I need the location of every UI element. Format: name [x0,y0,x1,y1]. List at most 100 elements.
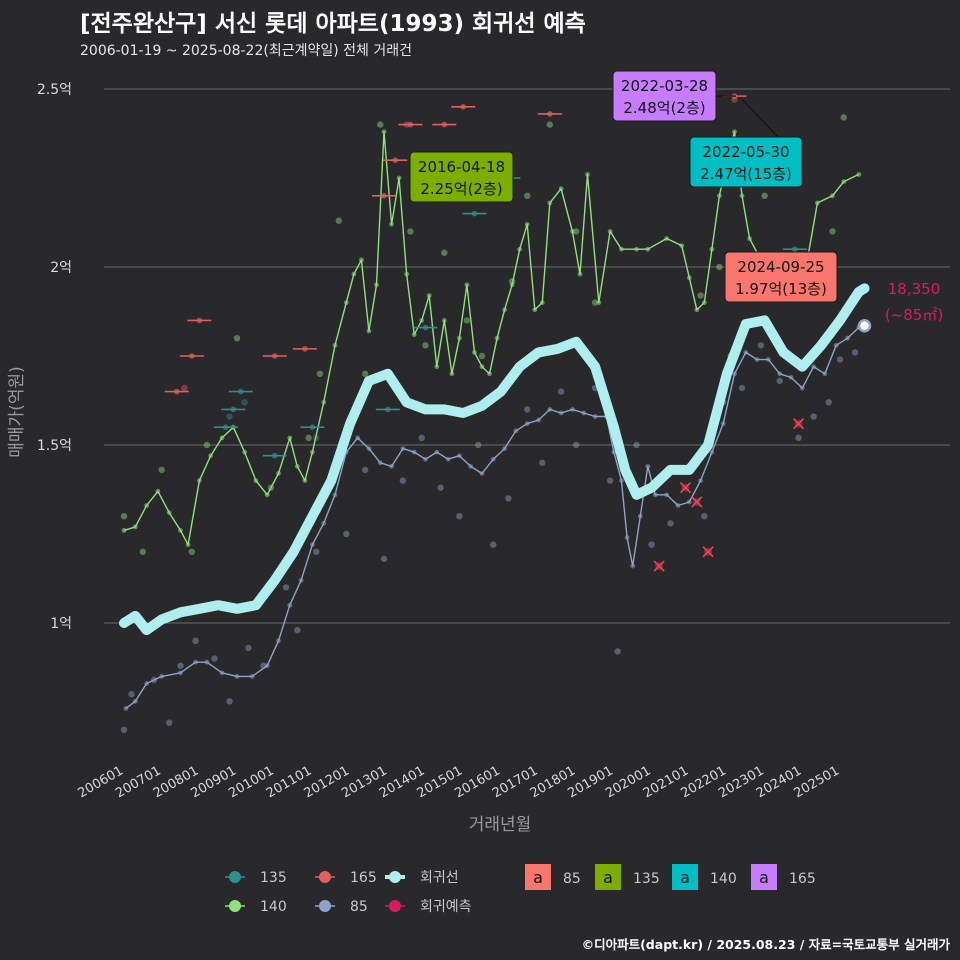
scatter-point-s85 [825,399,832,406]
scatter-point-s85 [539,459,546,466]
series-point-165 [392,157,399,163]
series-point-85 [652,492,658,498]
series-point-140 [502,307,508,313]
series-point-85 [732,371,737,377]
legend-box-glyph: a [603,868,613,887]
legend-key-point [319,900,331,912]
series-point-85 [321,520,327,526]
series-point-140 [494,335,500,341]
series-point-140 [121,528,127,533]
series-point-85 [811,364,817,370]
legend-key-point [319,871,331,883]
series-point-85 [332,492,338,498]
series-point-140 [717,193,722,199]
annotation-price: 2.25억(2층) [420,180,502,198]
series-point-165 [441,121,448,128]
scatter-point-s140 [188,548,196,555]
scatter-point-s165 [181,384,188,392]
series-point-140 [178,528,183,533]
series-point-140 [701,300,707,305]
scatter-point-s85 [851,349,859,356]
scatter-point-s85 [456,513,463,520]
x-axis: 2006012007012008012009012010012011012012… [76,763,842,801]
legend-key-point [229,871,241,883]
series-point-140 [343,300,349,305]
series-point-140 [332,342,338,348]
y-axis-label: 매매가(억원) [7,366,27,457]
series-point-140 [694,307,700,313]
series-point-165 [271,353,278,359]
series-point-140 [570,229,575,234]
series-point-140 [321,399,327,405]
series-point-135 [471,210,478,217]
scatter-point-s140 [840,114,847,121]
series-point-85 [445,456,451,462]
forecast-area-label: (~85㎡) [885,306,943,324]
annotation-date: 2022-05-30 [702,143,789,161]
forecast-cross [679,482,692,494]
series-point-140 [679,243,685,249]
scatter-point-s85 [282,584,290,591]
legend-box-glyph: a [680,868,690,887]
legend-box-label: 140 [710,871,737,887]
series-point-140 [351,271,357,277]
series-point-140 [539,300,545,305]
series-point-85 [377,460,383,466]
scatter-point-s85 [211,655,218,662]
annotation-date: 2016-04-18 [418,158,505,176]
series-point-85 [513,428,519,434]
series-point-140 [664,236,670,241]
series-point-140 [253,478,259,483]
series-point-85 [249,674,255,679]
scatter-point-s140 [316,370,324,377]
scatter-point-s140 [422,342,429,349]
scatter-point-s85 [810,413,817,420]
series-point-85 [178,670,183,676]
scatter-point-s85 [418,434,425,442]
series-point-140 [645,246,651,252]
annotation-price: 2.48억(2층) [623,99,705,117]
series-line-85 [125,326,860,709]
series-point-85 [434,449,440,455]
annotations: 18,350 (~85㎡) 2016-04-18 2.25억(2층) 2022-03-2… [409,70,943,324]
forecast-cross [702,546,714,558]
series-point-85 [524,421,530,427]
legend-box-label: 85 [563,871,581,887]
scatter-point-s85 [294,626,301,634]
series-point-140 [366,328,372,334]
chart-title: [전주완산구] 서신 롯데 아파트(1993) 회귀선 예측 [80,11,586,37]
series-point-140 [747,236,752,241]
legend-box [595,864,621,890]
annotation-box [409,151,514,203]
series-point-140 [856,172,862,177]
series-point-85 [456,453,462,459]
series-point-85 [547,407,553,412]
legend: 135 165 회귀선 140 85 회귀예측 a 85 a 135 a 140 a 165 [225,864,816,915]
legend-box [672,864,698,890]
legend-label: 165 [350,870,377,886]
series-point-85 [570,407,575,412]
series-point-140 [381,129,387,135]
scatter-point-s140 [441,249,448,256]
series-point-85 [468,463,474,469]
y-tick-label: 2억 [50,260,72,276]
scatter-point-s140 [203,441,211,449]
series-point-135 [222,424,229,431]
scatter-point-s140 [463,317,471,324]
scatter-point-s85 [120,726,128,733]
series-point-165 [407,121,414,128]
series-point-140 [830,193,835,199]
series-point-85 [720,421,726,427]
scatter-point-s85 [245,644,252,652]
series-point-85 [788,374,794,380]
series-point-140 [558,186,564,192]
series-point-140 [434,364,440,370]
series-point-165 [302,346,308,352]
scatter-point-s140 [761,192,768,199]
series-point-140 [686,275,692,281]
x-axis-label: 거래년월 [469,815,532,835]
series-point-140 [404,271,410,277]
series-point-85 [743,350,749,355]
series-point-85 [686,499,692,505]
annotation-box [612,70,717,122]
